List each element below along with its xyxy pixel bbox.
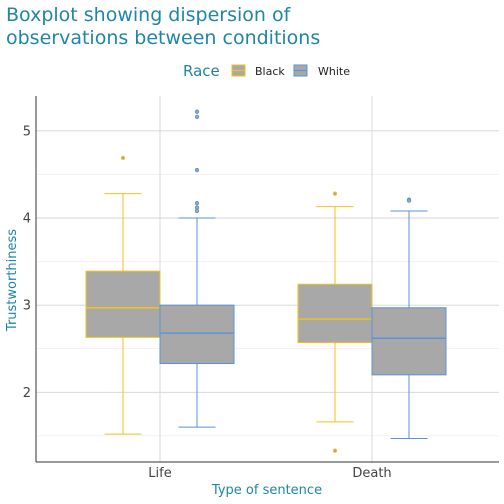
box-white-life-outlier: [194, 201, 200, 206]
legend-title: Race: [183, 62, 220, 80]
box-black-life-outlier: [120, 155, 126, 161]
box-black-death-outlier: [332, 191, 338, 196]
box-black-life-iqr: [85, 270, 161, 338]
x-axis-title: Type of sentence: [211, 483, 322, 498]
box-white-life: [159, 109, 235, 428]
x-tick-label-death: Death: [352, 466, 391, 481]
box-white-life-outlier: [194, 208, 200, 214]
legend-label-white: White: [318, 65, 350, 78]
box-white-death-iqr: [371, 307, 447, 376]
y-tick-label: 5: [23, 124, 31, 139]
chart-title-line-2: observations between conditions: [6, 27, 320, 49]
box-white-death-outlier: [406, 198, 412, 203]
legend: Race Black White: [183, 62, 350, 80]
box-white-life-outlier: [194, 114, 200, 120]
x-tick-label-life: Life: [148, 466, 171, 481]
box-black-death: [297, 191, 373, 453]
box-black-life: [85, 155, 161, 435]
legend-key-white: [293, 64, 308, 77]
y-tick-label: 4: [23, 212, 31, 227]
legend-label-black: Black: [255, 65, 285, 78]
box-white-life-outlier: [194, 109, 200, 114]
box-white-life-outlier: [194, 167, 200, 173]
box-black-death-iqr: [297, 283, 373, 344]
y-axis-title: Trustworthiness: [5, 229, 20, 332]
chart-title-line-1: Boxplot showing dispersion of: [6, 4, 292, 26]
y-tick-label: 2: [23, 386, 31, 401]
legend-key-black: [231, 64, 246, 77]
box-white-life-iqr: [159, 304, 235, 365]
box-black-death-outlier: [332, 448, 338, 453]
box-white-life-outlier: [194, 205, 200, 210]
box-white-death: [371, 197, 447, 439]
y-tick-label: 3: [23, 299, 31, 314]
plot-area: 2 3 4 5 Life Death: [23, 96, 499, 481]
